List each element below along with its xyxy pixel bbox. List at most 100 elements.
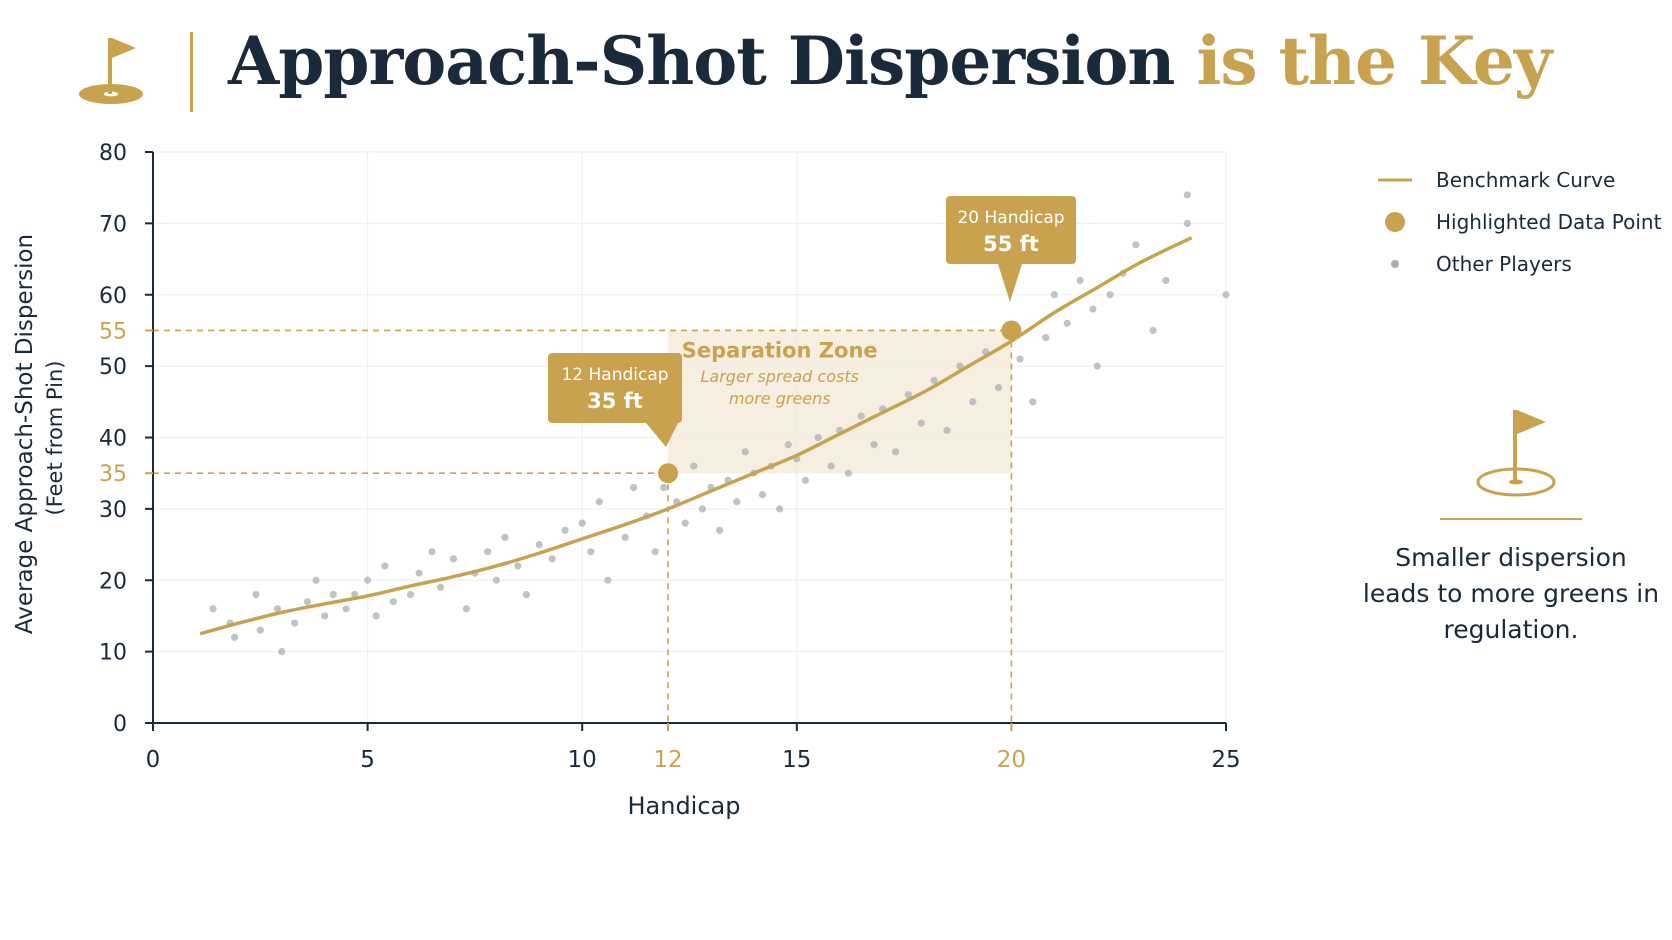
other-player-point [548,555,556,563]
other-player-point [784,441,792,449]
other-player-point [312,576,320,584]
other-player-point [741,448,749,456]
y-tick-labels: 0 10 20 30 35 40 50 55 60 70 80 [99,141,153,737]
other-player-point [1132,241,1140,249]
legend-label-highlight: Highlighted Data Point [1436,210,1662,234]
x-axis-label: Handicap [627,792,740,820]
zone-subtitle-line1: Larger spread costs [700,367,858,386]
other-player-point [273,605,282,613]
callout-value: 35 ft [587,389,643,413]
other-player-point [715,526,724,534]
other-player-point [827,462,835,470]
y-tick-label: 70 [99,212,127,237]
other-player-point [462,605,470,613]
other-player-point [1076,276,1084,285]
other-player-point [1183,191,1191,199]
y-tick-label: 35 [99,462,127,487]
other-player-point [758,491,767,499]
separation-zone [668,330,1012,474]
other-player-point [389,598,397,606]
other-player-point [329,590,337,599]
other-player-point [994,383,1003,392]
legend-small-dot-swatch [1391,260,1399,268]
callout-title: 20 Handicap [957,208,1064,228]
other-player-point [436,583,445,591]
other-player-point [917,419,925,427]
other-player-point [1149,326,1157,335]
other-player-point [651,548,659,556]
other-player-point [690,462,698,470]
callout-box [946,196,1076,264]
other-player-point [514,562,522,570]
legend-label-others: Other Players [1436,252,1572,276]
other-player-point [303,598,312,606]
other-player-point [522,590,531,599]
y-tick-label: 40 [99,427,127,452]
other-player-point [578,519,586,527]
y-axis-sublabel: (Feet from Pin) [43,361,67,516]
other-player-point [943,426,951,434]
other-player-point [844,469,852,477]
callout-20: 20 Handicap 55 ft [946,196,1076,302]
other-players-dots [209,191,1230,656]
other-player-point [1162,276,1170,285]
other-player-point [291,619,299,627]
callout-12: 12 Handicap 35 ft [548,353,682,447]
other-player-point [364,576,372,584]
other-player-point [1042,333,1050,342]
other-player-point [776,505,784,513]
title-accent: is the Key [1196,22,1552,100]
other-player-point [1016,355,1024,363]
other-player-point [733,498,741,506]
title-divider [190,32,193,112]
other-player-point [372,612,380,620]
other-player-point [1050,291,1058,299]
other-player-point [561,526,569,534]
header: Approach-Shot Dispersion is the Key [0,0,1672,130]
y-tick-label: 80 [99,141,127,166]
y-tick-label: 0 [113,712,127,737]
other-player-point [621,533,629,542]
side-note: Smaller dispersion leads to more greens … [1362,543,1660,644]
other-player-point [698,505,706,513]
other-player-point [415,569,423,577]
other-player-point [604,576,612,584]
other-player-point [492,576,500,584]
other-player-point [595,498,603,506]
highlighted-point [1001,320,1022,341]
other-player-point [930,376,938,384]
other-player-point [801,476,809,484]
other-player-point [501,533,509,542]
other-player-point [1183,219,1191,227]
golf-flag-icon [79,38,143,104]
other-player-point [1089,305,1097,313]
other-player-point [278,648,286,656]
zone-title: Separation Zone [682,339,878,363]
x-tick-label: 12 [653,747,682,773]
other-player-point [630,483,638,492]
other-player-point [681,519,689,527]
x-tick-label: 0 [146,747,161,773]
other-player-point [321,612,329,620]
other-player-point [904,391,912,399]
page-title: Approach-Shot Dispersion is the Key [228,22,1552,100]
other-player-point [1063,319,1071,327]
other-player-point [1093,362,1101,370]
other-player-point [406,590,415,599]
other-player-point [209,605,217,613]
other-player-point [660,483,668,492]
zone-subtitle-line2: more greens [729,389,831,408]
y-tick-label: 50 [99,355,127,380]
dispersion-chart: 0 5 10 12 15 20 25 0 10 20 30 35 40 50 55 60 70 80 12 Ha… [12,141,1241,820]
callout-value: 55 ft [983,232,1039,256]
y-tick-label: 55 [99,319,127,344]
other-player-point [956,362,964,370]
x-tick-label: 25 [1211,747,1240,773]
other-player-point [891,448,900,456]
legend-line-swatch [1378,178,1412,182]
other-player-point [535,540,543,549]
x-tick-label: 20 [997,747,1026,773]
side-divider [1440,518,1582,520]
other-player-point [969,398,977,406]
other-player-point [449,555,458,563]
